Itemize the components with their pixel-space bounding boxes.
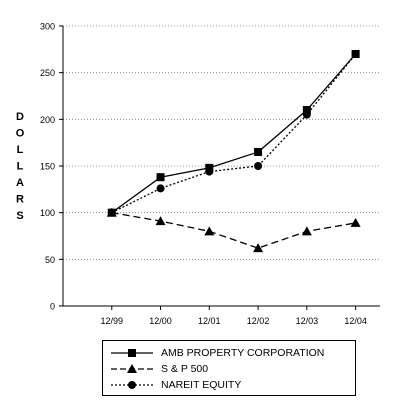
data-point-circle bbox=[351, 50, 360, 58]
data-point-square bbox=[302, 106, 311, 114]
series-1 bbox=[106, 207, 361, 253]
y-tick-label: 50 bbox=[45, 255, 55, 265]
x-tick-label: 12/99 bbox=[101, 316, 124, 326]
legend-marker-circle bbox=[111, 381, 153, 389]
x-tick-label: 12/02 bbox=[247, 316, 270, 326]
legend-item-amb: AMB PROPERTY CORPORATION bbox=[109, 345, 324, 361]
data-point-circle bbox=[302, 110, 311, 119]
data-point-triangle bbox=[204, 226, 215, 236]
axes bbox=[59, 25, 380, 310]
series-line bbox=[111, 53, 357, 214]
series-0 bbox=[107, 50, 360, 217]
legend-item-nareit: NAREIT EQUITY bbox=[109, 377, 241, 393]
data-point-triangle bbox=[253, 243, 264, 253]
x-tick-labels: 12/99 12/00 12/01 12/02 12/03 12/04 bbox=[101, 316, 367, 326]
data-point-circle bbox=[156, 184, 165, 193]
legend: AMB PROPERTY CORPORATION S & P 500 NAREI… bbox=[102, 340, 356, 396]
y-tick-label: 150 bbox=[40, 162, 55, 172]
y-tick-label: 100 bbox=[40, 208, 55, 218]
data-point-triangle bbox=[155, 216, 166, 226]
data-point-circle bbox=[107, 208, 116, 217]
series-group bbox=[106, 50, 361, 253]
y-tick-label: 0 bbox=[50, 302, 55, 312]
data-point-circle bbox=[254, 162, 263, 170]
y-tick-labels: 0 50 100 150 200 250 300 bbox=[40, 22, 55, 312]
legend-marker-square bbox=[111, 349, 153, 357]
gridlines bbox=[63, 25, 380, 260]
x-tick-label: 12/01 bbox=[198, 316, 221, 326]
data-point-circle bbox=[205, 167, 214, 176]
x-tick-label: 12/04 bbox=[344, 316, 367, 326]
data-point-square bbox=[254, 148, 263, 156]
data-point-triangle bbox=[350, 217, 361, 227]
y-tick-label: 200 bbox=[40, 115, 55, 125]
y-tick-label: 300 bbox=[40, 22, 55, 32]
x-tick-label: 12/03 bbox=[296, 316, 319, 326]
data-point-triangle bbox=[301, 226, 312, 236]
x-tick-label: 12/00 bbox=[149, 316, 172, 326]
legend-marker-triangle bbox=[111, 364, 153, 373]
series-line bbox=[111, 53, 357, 214]
legend-item-sp500: S & P 500 bbox=[109, 361, 208, 377]
y-tick-label: 250 bbox=[40, 68, 55, 78]
data-point-square bbox=[156, 173, 165, 182]
series-2 bbox=[107, 50, 360, 217]
series-line bbox=[111, 212, 356, 249]
legend-label-sp500: S & P 500 bbox=[161, 363, 209, 375]
legend-label-nareit: NAREIT EQUITY bbox=[161, 379, 242, 391]
legend-label-amb: AMB PROPERTY CORPORATION bbox=[161, 347, 325, 359]
